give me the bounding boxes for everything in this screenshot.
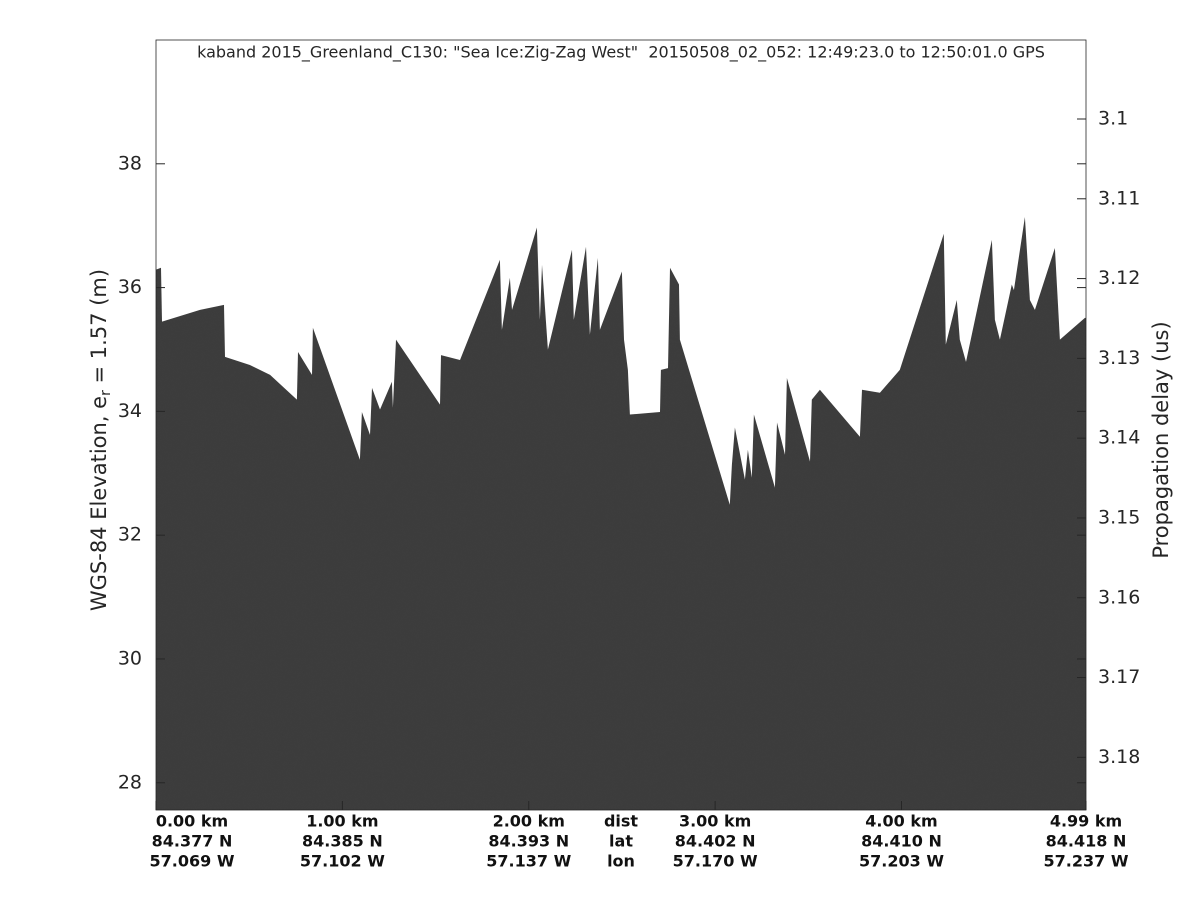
x-tick-label: 4.99 km — [1050, 812, 1122, 831]
y2-tick-label: 3.18 — [1098, 746, 1140, 768]
chart-title: kaband 2015_Greenland_C130: "Sea Ice:Zig… — [197, 43, 1045, 63]
y2-axis-label: Propagation delay (us) — [1149, 321, 1173, 558]
y-tick-label: 28 — [118, 771, 142, 793]
y-tick-label: 36 — [118, 276, 142, 298]
y-label-sub: r — [98, 390, 114, 396]
x-tick-label: 1.00 km — [306, 812, 378, 831]
x-tick-label: 4.00 km — [865, 812, 937, 831]
y-tick-label: 38 — [118, 152, 142, 174]
lon-label: 57.170 W — [673, 852, 758, 871]
lon-label: 57.137 W — [486, 852, 571, 871]
y2-tick-label: 3.17 — [1098, 666, 1140, 688]
y2-tick-label: 3.13 — [1098, 347, 1140, 369]
echogram-surface — [156, 217, 1086, 810]
axes: 28 30 32 34 36 38 3.1 3.11 3.12 3.13 3.14 3.15 3.16 3… — [118, 39, 1140, 871]
lat-label: 84.402 N — [675, 832, 756, 851]
axes-box — [155, 39, 1087, 811]
row-label: dist — [604, 812, 638, 831]
y-tick-label: 34 — [118, 400, 142, 422]
x-tick-label: 3.00 km — [679, 812, 751, 831]
lat-label: 84.410 N — [861, 832, 942, 851]
lat-label: 84.418 N — [1046, 832, 1127, 851]
lat-label: 84.385 N — [302, 832, 383, 851]
row-label: lat — [609, 832, 633, 851]
x-tick-label: 0.00 km — [156, 812, 228, 831]
y2-tick-label: 3.12 — [1098, 267, 1140, 289]
y2-tick-label: 3.14 — [1098, 427, 1140, 449]
lon-label: 57.102 W — [300, 852, 385, 871]
y-axis-label: WGS-84 Elevation, er = 1.57 (m) — [87, 269, 114, 611]
lat-label: 84.393 N — [488, 832, 569, 851]
row-label: lon — [607, 852, 635, 871]
y2-tick-label: 3.15 — [1098, 506, 1140, 528]
y2-tick-label: 3.16 — [1098, 586, 1140, 608]
y-tick-label: 32 — [118, 524, 142, 546]
x-tick-label: 2.00 km — [493, 812, 565, 831]
y2-tick-label: 3.1 — [1098, 107, 1128, 129]
lat-label: 84.377 N — [152, 832, 233, 851]
y2-tick-label: 3.11 — [1098, 187, 1140, 209]
lon-label: 57.203 W — [859, 852, 944, 871]
lon-label: 57.237 W — [1044, 852, 1129, 871]
y-label-part: WGS-84 Elevation, e — [87, 396, 111, 611]
y-tick-label: 30 — [118, 647, 142, 669]
lon-label: 57.069 W — [150, 852, 235, 871]
marks — [156, 217, 1086, 810]
y-label-part: = 1.57 (m) — [87, 269, 111, 390]
